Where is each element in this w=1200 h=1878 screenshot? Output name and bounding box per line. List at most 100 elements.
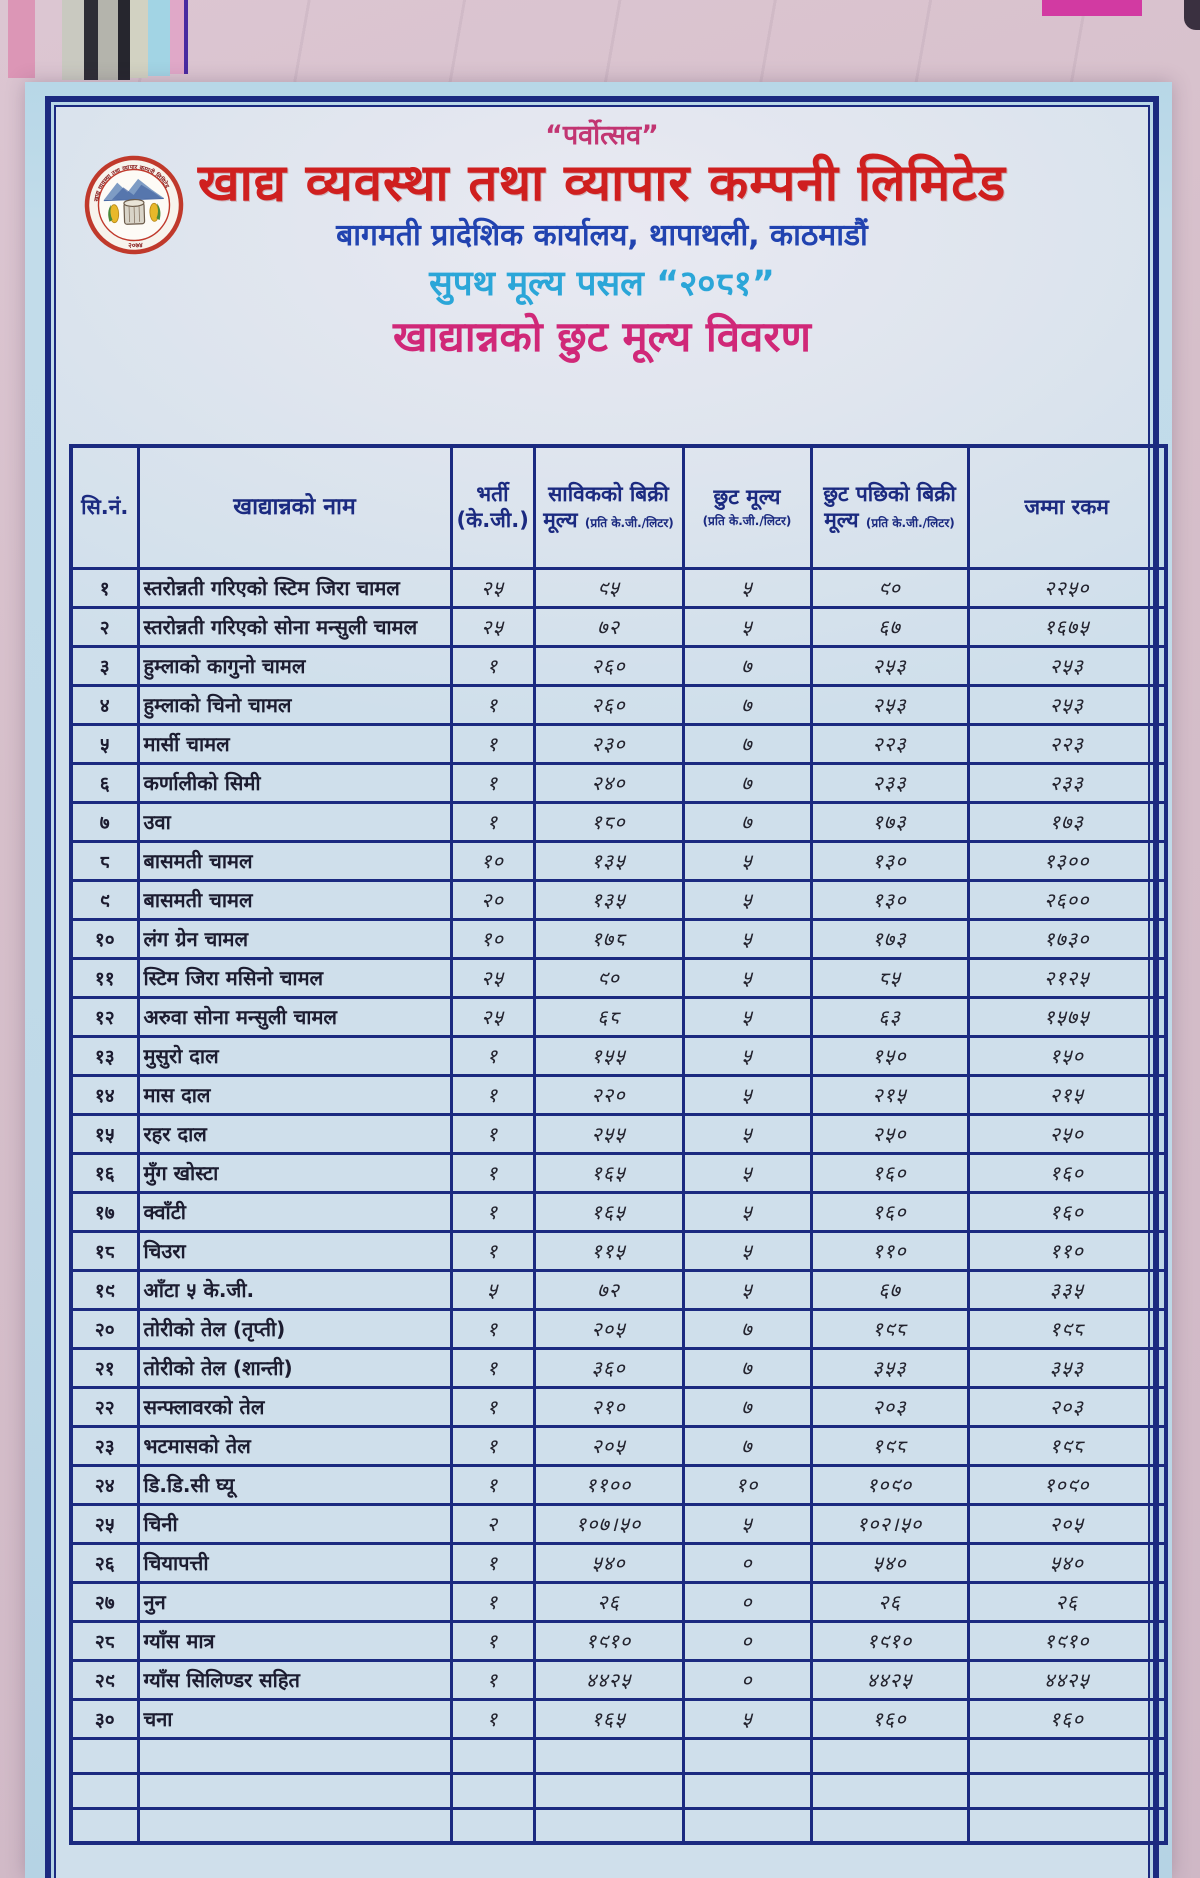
empty-cell xyxy=(966,1736,1168,1775)
price-row: २३ भटमासको तेल १ २०५ ७ १९८ १९८ xyxy=(69,1424,1168,1467)
quantity-cell: १ xyxy=(449,1190,536,1233)
total-amount-cell: १९१० xyxy=(966,1619,1168,1662)
serial-number-cell: २४ xyxy=(69,1463,140,1506)
backdrop-stripe xyxy=(148,0,170,76)
empty-cell xyxy=(966,1771,1168,1810)
price-row: १३ मुसुरो दाल १ १५५ ५ १५० १५० xyxy=(69,1034,1168,1077)
empty-cell xyxy=(136,1806,453,1845)
discount-cell: ७ xyxy=(681,1385,813,1428)
serial-number-cell: २३ xyxy=(69,1424,140,1467)
total-amount-cell: १०९० xyxy=(966,1463,1168,1506)
item-name-cell: ग्याँस सिलिण्डर सहित xyxy=(136,1658,453,1701)
header-serial-number: सि.नं. xyxy=(69,444,140,570)
price-row: १५ रहर दाल १ २५५ ५ २५० २५० xyxy=(69,1112,1168,1155)
item-name-cell: रहर दाल xyxy=(136,1112,453,1155)
previous-price-cell: २५५ xyxy=(532,1112,685,1155)
discount-cell: ७ xyxy=(681,644,813,687)
serial-number-cell: २५ xyxy=(69,1502,140,1545)
serial-number-cell: १७ xyxy=(69,1190,140,1233)
discounted-price-cell: १७३ xyxy=(809,917,970,960)
serial-number-cell: १४ xyxy=(69,1073,140,1116)
total-amount-cell: १९८ xyxy=(966,1424,1168,1467)
quantity-cell: २० xyxy=(449,878,536,921)
mountain-icon xyxy=(103,178,164,202)
quantity-cell: १ xyxy=(449,1658,536,1701)
quantity-cell: १ xyxy=(449,1697,536,1740)
discounted-price-cell: २१५ xyxy=(809,1073,970,1116)
quantity-cell: १ xyxy=(449,644,536,687)
discount-cell: ७ xyxy=(681,722,813,765)
company-name-title: खाद्य व्यवस्था तथा व्यापार कम्पनी लिमिटे… xyxy=(197,154,1007,213)
header-item-name: खाद्यान्नको नाम xyxy=(136,444,453,570)
quantity-cell: १ xyxy=(449,1034,536,1077)
discounted-price-cell: ८५ xyxy=(809,956,970,999)
serial-number-cell: ५ xyxy=(69,722,140,765)
price-table-body: १ स्तरोन्नती गरिएको स्टिम जिरा चामल २५ ९… xyxy=(69,566,1168,1845)
serial-number-cell: १८ xyxy=(69,1229,140,1272)
quantity-cell: २ xyxy=(449,1502,536,1545)
discount-cell: ० xyxy=(681,1541,813,1584)
price-row: ७ उवा १ १८० ७ १७३ १७३ xyxy=(69,800,1168,843)
previous-price-cell: १५५ xyxy=(532,1034,685,1077)
price-row: २५ चिनी २ १०७।५० ५ १०२।५० २०५ xyxy=(69,1502,1168,1545)
previous-price-cell: २६० xyxy=(532,683,685,726)
total-amount-cell: १६० xyxy=(966,1151,1168,1194)
empty-cell xyxy=(69,1771,140,1810)
serial-number-cell: ३ xyxy=(69,644,140,687)
item-name-cell: चिनी xyxy=(136,1502,453,1545)
total-amount-cell: २५३ xyxy=(966,644,1168,687)
discounted-price-cell: १०२।५० xyxy=(809,1502,970,1545)
price-row: ९ बासमती चामल २० १३५ ५ १३० २६०० xyxy=(69,878,1168,921)
quantity-cell: २५ xyxy=(449,605,536,648)
discounted-price-cell: १६० xyxy=(809,1190,970,1233)
price-row: ६ कर्णालीको सिमी १ २४० ७ २३३ २३३ xyxy=(69,761,1168,804)
previous-price-cell: २०५ xyxy=(532,1307,685,1350)
discounted-price-cell: ६७ xyxy=(809,1268,970,1311)
item-name-cell: मुसुरो दाल xyxy=(136,1034,453,1077)
quantity-cell: १ xyxy=(449,1307,536,1350)
empty-row xyxy=(69,1806,1168,1845)
serial-number-cell: २० xyxy=(69,1307,140,1350)
discount-cell: ० xyxy=(681,1580,813,1623)
serial-number-cell: २८ xyxy=(69,1619,140,1662)
previous-price-cell: १६५ xyxy=(532,1151,685,1194)
empty-cell xyxy=(681,1806,813,1845)
previous-price-cell: २३० xyxy=(532,722,685,765)
item-name-cell: आँटा ५ के.जी. xyxy=(136,1268,453,1311)
discount-cell: ५ xyxy=(681,1112,813,1155)
discount-cell: ५ xyxy=(681,1073,813,1116)
discounted-price-cell: ११० xyxy=(809,1229,970,1272)
price-row: ५ मार्सी चामल १ २३० ७ २२३ २२३ xyxy=(69,722,1168,765)
discount-cell: ७ xyxy=(681,1307,813,1350)
grain-sack-icon xyxy=(123,198,146,225)
item-name-cell: मास दाल xyxy=(136,1073,453,1116)
quantity-cell: १ xyxy=(449,800,536,843)
discounted-price-cell: २५३ xyxy=(809,683,970,726)
price-row: ३ हुम्लाको कागुनो चामल १ २६० ७ २५३ २५३ xyxy=(69,644,1168,687)
discount-cell: ५ xyxy=(681,1502,813,1545)
empty-cell xyxy=(136,1736,453,1775)
item-name-cell: तोरीको तेल (शान्ती) xyxy=(136,1346,453,1389)
previous-price-cell: ५४० xyxy=(532,1541,685,1584)
item-name-cell: बासमती चामल xyxy=(136,878,453,921)
previous-price-cell: २१० xyxy=(532,1385,685,1428)
price-row: २० तोरीको तेल (तृप्ती) १ २०५ ७ १९८ १९८ xyxy=(69,1307,1168,1350)
item-name-cell: चिउरा xyxy=(136,1229,453,1272)
discounted-price-cell: २३३ xyxy=(809,761,970,804)
serial-number-cell: १२ xyxy=(69,995,140,1038)
price-row: २७ नुन १ २६ ० २६ २६ xyxy=(69,1580,1168,1623)
total-amount-cell: २१५ xyxy=(966,1073,1168,1116)
quantity-cell: १ xyxy=(449,1073,536,1116)
serial-number-cell: १० xyxy=(69,917,140,960)
item-name-cell: उवा xyxy=(136,800,453,843)
quantity-cell: २५ xyxy=(449,566,536,609)
previous-price-cell: १७८ xyxy=(532,917,685,960)
previous-price-cell: ९५ xyxy=(532,566,685,609)
total-amount-cell: १६७५ xyxy=(966,605,1168,648)
discount-cell: ५ xyxy=(681,878,813,921)
total-amount-cell: २०३ xyxy=(966,1385,1168,1428)
serial-number-cell: ७ xyxy=(69,800,140,843)
total-amount-cell: १३०० xyxy=(966,839,1168,882)
item-name-cell: मार्सी चामल xyxy=(136,722,453,765)
